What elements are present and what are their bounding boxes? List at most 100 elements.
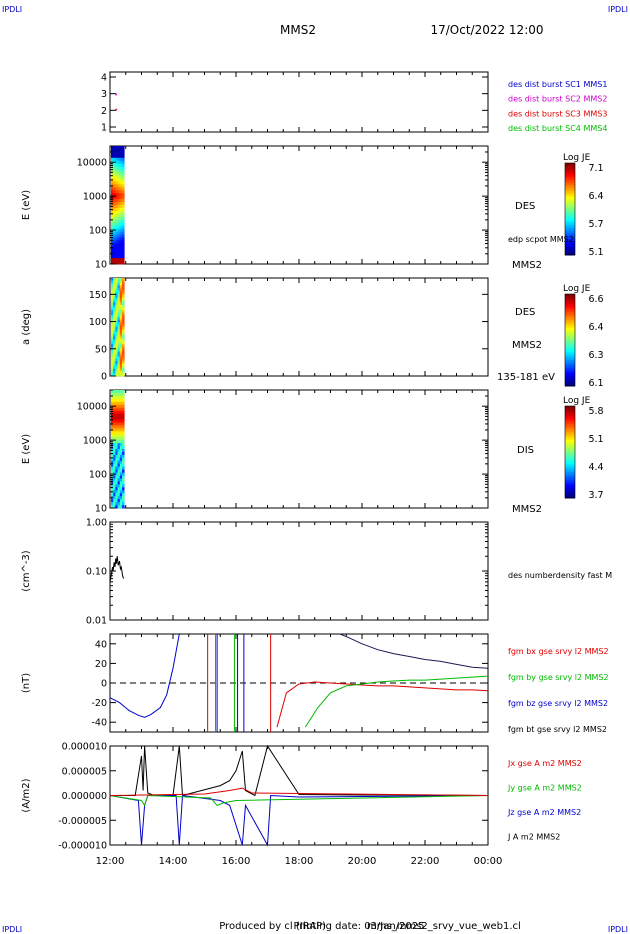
spectrogram-cell: [113, 297, 116, 301]
spectrogram-cell: [119, 292, 123, 296]
spectrogram-cell: [115, 502, 118, 506]
spectrogram-cell: [117, 404, 121, 409]
instrument-label: DES: [515, 307, 535, 318]
spectrogram-cell: [119, 287, 123, 291]
time-tick-label: 00:00: [474, 856, 503, 867]
spectrogram-cell: [113, 237, 116, 241]
colorbar-cell: [565, 412, 575, 415]
spectrogram-cell: [111, 222, 114, 227]
spectrogram-cell: [119, 319, 123, 323]
spectrogram-cell: [119, 401, 123, 406]
spectrogram-cell: [111, 237, 114, 241]
spectrogram-cell: [117, 353, 121, 357]
spectrogram-cell: [121, 255, 125, 259]
colorbar-cell: [565, 456, 575, 459]
colorbar-cell: [565, 181, 575, 184]
spectrogram-cell: [113, 502, 116, 506]
colorbar-tick-label: 6.6: [588, 294, 603, 305]
panel-frame: [109, 521, 489, 621]
spectrogram-cell: [113, 463, 116, 468]
spectrogram-cell: [119, 314, 123, 318]
y-tick-label: 100: [89, 470, 107, 481]
colorbar-cell: [565, 474, 575, 477]
spectrogram-cell: [113, 193, 116, 197]
spectrogram-cell: [113, 199, 116, 203]
spectrogram-cell: [121, 246, 125, 250]
spectrogram-cell: [119, 392, 123, 397]
spectrogram-cell: [117, 373, 121, 377]
spectrogram-cell: [115, 457, 118, 462]
colorbar-cell: [565, 227, 575, 230]
spectrogram-cell: [113, 505, 116, 509]
colorbar-cell: [565, 316, 575, 319]
spectrogram-cell: [117, 371, 121, 374]
colorbar-cell: [565, 494, 575, 497]
spectrogram-cell: [119, 290, 123, 294]
spectrogram-cell: [117, 331, 121, 335]
spectrogram-cell: [111, 460, 114, 465]
spectrogram-cell: [119, 368, 123, 372]
colorbar-cell: [565, 420, 575, 423]
colorbar-tick-label: 4.4: [588, 462, 603, 473]
spacecraft-label: MMS2: [512, 504, 542, 515]
spectrogram-cell: [111, 249, 114, 253]
spectrogram-cell: [119, 336, 123, 340]
spectrogram-cell: [121, 219, 125, 224]
spectrogram-cell: [117, 463, 121, 468]
spectrogram-cell: [113, 334, 116, 338]
colorbar-cell: [565, 462, 575, 465]
colorbar-cell: [565, 328, 575, 331]
spectrogram-cell: [115, 478, 118, 482]
spectrogram-cell: [111, 487, 114, 491]
spectrogram-cell: [121, 392, 125, 397]
spectrogram-cell: [113, 493, 116, 497]
spectrogram-cell: [113, 154, 116, 159]
spectrogram-cell: [117, 213, 121, 218]
colorbar-cell: [565, 468, 575, 471]
colorbar-cell: [565, 408, 575, 411]
spectrogram-cell: [121, 490, 125, 494]
colorbar-cell: [565, 169, 575, 172]
spectrogram-cell: [117, 449, 121, 453]
spectrogram-cell: [119, 246, 123, 250]
spectrogram-cell: [121, 346, 125, 350]
spectrogram-cell: [113, 484, 116, 488]
spectrogram-cell: [111, 392, 114, 397]
spectrogram-cell: [111, 454, 114, 459]
current-series: [110, 744, 489, 797]
spectrogram-cell: [113, 255, 116, 259]
spectrogram-cell: [121, 324, 125, 328]
spectrogram-cell: [113, 368, 116, 372]
spectrogram-cell: [117, 490, 121, 494]
y-tick-label: 1000: [83, 436, 107, 447]
spectrogram-cell: [119, 216, 123, 221]
spectrogram-cell: [115, 356, 118, 360]
spectrogram-cell: [121, 151, 125, 156]
spectrogram-cell: [117, 207, 121, 212]
colorbar-cell: [565, 221, 575, 224]
spectrogram-cell: [121, 261, 125, 265]
spectrogram-cell: [113, 363, 116, 367]
spectrogram-cell: [115, 282, 118, 286]
spectrogram-cell: [111, 368, 114, 372]
colorbar-tick-label: 6.4: [588, 322, 603, 333]
spectrogram-cell: [115, 434, 118, 438]
spectrogram-cell: [119, 469, 123, 473]
spectrogram-cell: [121, 366, 125, 370]
colorbar-cell: [565, 219, 575, 222]
spectrogram-cell: [119, 440, 123, 444]
spectrogram-cell: [115, 472, 118, 476]
spectrogram-cell: [119, 222, 123, 227]
spectrogram-cell: [121, 258, 125, 262]
spectrogram-cell: [117, 398, 121, 403]
spectrogram-cell: [115, 312, 118, 316]
spectrogram-cell: [115, 216, 118, 221]
spectrogram-cell: [121, 454, 125, 459]
spectrogram-cell: [113, 225, 116, 229]
spectrogram-cell: [121, 309, 125, 313]
colorbar-cell: [565, 406, 575, 409]
spectrogram-cell: [117, 363, 121, 367]
y-tick-label: 10000: [77, 158, 107, 169]
spectrogram-cell: [121, 449, 125, 453]
footer-filename: mms_mms2_srvy_vue_web1.cl: [367, 921, 521, 932]
